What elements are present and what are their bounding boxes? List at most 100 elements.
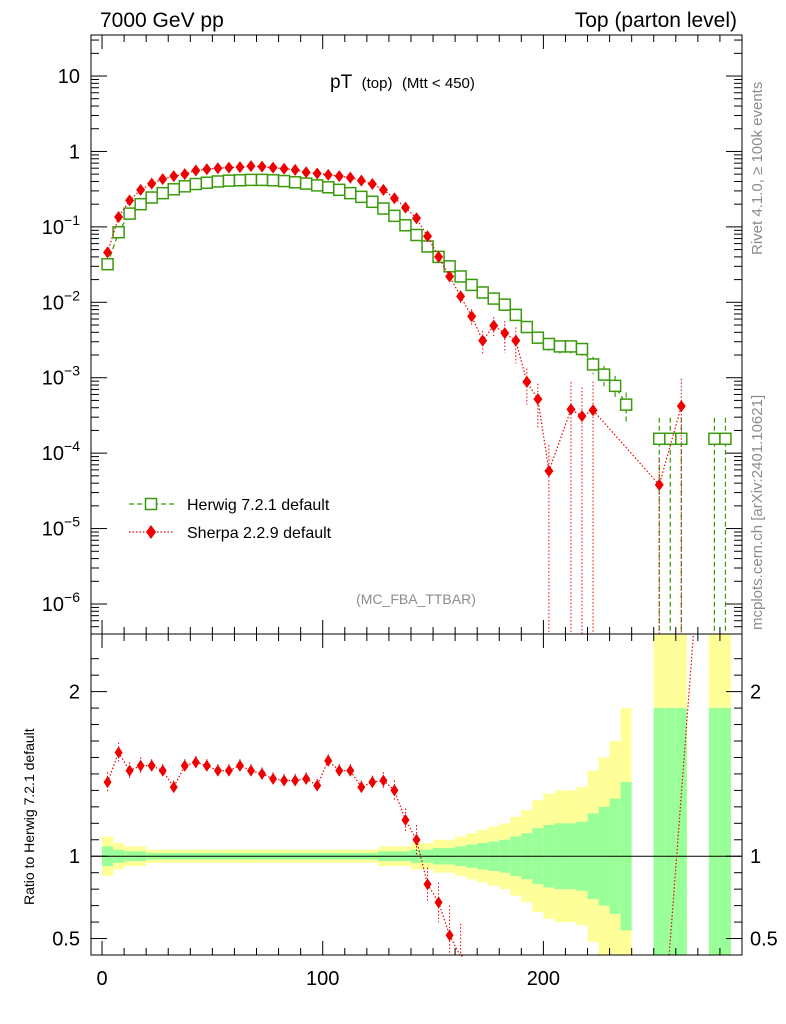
herwig-point <box>454 270 467 283</box>
herwig-point <box>564 340 578 353</box>
herwig-point <box>719 432 732 446</box>
sherpa-point <box>279 162 289 175</box>
main-y-tick-label: 10−4 <box>42 438 80 465</box>
ratio-band-inner <box>719 708 731 955</box>
sherpa-point <box>588 404 598 417</box>
sherpa-point <box>136 183 146 196</box>
ratio-sherpa-tail <box>668 633 695 956</box>
herwig-point <box>520 320 534 334</box>
main-layer <box>101 160 732 634</box>
main-y-tick-label: 10 <box>58 66 80 88</box>
ratio-sherpa-point <box>213 764 222 777</box>
main-y-tick-exponent: −2 <box>64 287 80 303</box>
sherpa-point <box>577 410 587 423</box>
plot-title-cut: (Mtt < 450) <box>402 75 475 92</box>
herwig-point <box>134 197 147 211</box>
ratio-sherpa-point <box>434 896 443 909</box>
herwig-point <box>410 228 423 242</box>
legend-entry-herwig: Herwig 7.2.1 default <box>129 497 330 514</box>
herwig-point <box>708 432 721 446</box>
sherpa-point <box>213 162 223 175</box>
ratio-bands <box>102 634 731 955</box>
sherpa-point <box>367 178 377 191</box>
herwig-point <box>652 432 666 446</box>
sherpa-point <box>378 183 388 196</box>
ratio-band-inner <box>653 708 665 955</box>
rivet-version-label: Rivet 4.1.0, ≥ 100k events <box>749 82 766 255</box>
main-y-tick-label: 1 <box>69 141 80 163</box>
main-y-tick-base: 10 <box>42 217 64 239</box>
ratio-sherpa-point <box>445 929 454 942</box>
analysis-label: (MC_FBA_TTBAR) <box>356 591 476 607</box>
sherpa-point <box>158 173 168 186</box>
herwig-point <box>255 173 269 187</box>
header-energy: 7000 GeV pp <box>100 9 224 32</box>
herwig-point <box>156 186 169 200</box>
sherpa-point <box>500 327 510 340</box>
herwig-point <box>211 175 225 188</box>
ratio-y-tick-label-left: 0.5 <box>52 929 80 951</box>
sherpa-point <box>169 170 179 183</box>
sherpa-point <box>312 167 322 180</box>
ratio-y-tick-label-right: 2 <box>750 682 761 704</box>
sherpa-line <box>106 165 682 487</box>
ratio-sherpa-point <box>202 759 211 772</box>
legend-sherpa-marker <box>146 525 156 539</box>
sherpa-point <box>202 163 212 176</box>
herwig-point <box>498 298 512 311</box>
sherpa-point <box>345 171 355 184</box>
sherpa-point <box>522 375 532 388</box>
ratio-sherpa-point <box>246 764 255 777</box>
herwig-point <box>586 358 600 371</box>
ratio-sherpa-point <box>258 767 267 780</box>
main-y-tick-exponent: −3 <box>64 363 80 379</box>
ratio-sherpa-point <box>335 764 344 777</box>
sherpa-point <box>356 174 366 187</box>
herwig-point <box>299 177 313 190</box>
ratio-sherpa-point <box>269 772 278 785</box>
main-frame <box>90 34 743 635</box>
sherpa-point <box>268 161 278 174</box>
herwig-point <box>145 191 158 204</box>
sherpa-point <box>434 250 444 263</box>
herwig-point <box>443 260 456 273</box>
ratio-y-tick-label-right: 1 <box>750 846 761 868</box>
sherpa-point <box>191 164 201 177</box>
sherpa-point <box>246 160 256 173</box>
ratio-sherpa-point <box>346 764 355 777</box>
plot-title-main: pT <box>330 72 353 93</box>
sherpa-point <box>654 478 664 491</box>
sherpa-point <box>224 161 234 174</box>
ratio-sherpa-point <box>379 774 388 787</box>
herwig-point <box>377 202 390 215</box>
ratio-sherpa-point <box>390 784 399 797</box>
herwig-point <box>465 278 478 292</box>
main-y-tick-label: 10−3 <box>42 363 80 390</box>
herwig-point <box>421 240 434 253</box>
herwig-point <box>608 379 622 393</box>
herwig-point <box>355 190 368 204</box>
ratio-sherpa-point <box>423 878 432 891</box>
ratio-y-tick-label-right: 0.5 <box>750 929 778 951</box>
herwig-point <box>123 207 136 220</box>
herwig-point <box>509 308 523 322</box>
ratio-sherpa-line <box>106 751 465 958</box>
herwig-point <box>189 177 203 191</box>
main-y-tick-exponent: −4 <box>64 438 80 454</box>
main-y-tick-label: 10−5 <box>42 514 80 541</box>
herwig-point <box>112 225 125 239</box>
herwig-point <box>664 432 677 446</box>
herwig-point <box>487 292 500 305</box>
main-y-tick-exponent: −1 <box>64 212 80 228</box>
herwig-point <box>542 337 556 351</box>
herwig-point <box>553 340 567 353</box>
x-tick-label: 100 <box>306 968 339 990</box>
ratio-sherpa-point <box>114 746 123 759</box>
ratio-band-inner <box>708 708 720 955</box>
ratio-sherpa-point <box>401 814 410 827</box>
main-y-tick-label: 10−2 <box>42 287 80 314</box>
sherpa-point <box>180 168 190 181</box>
herwig-point <box>366 195 379 209</box>
herwig-point <box>597 368 611 381</box>
